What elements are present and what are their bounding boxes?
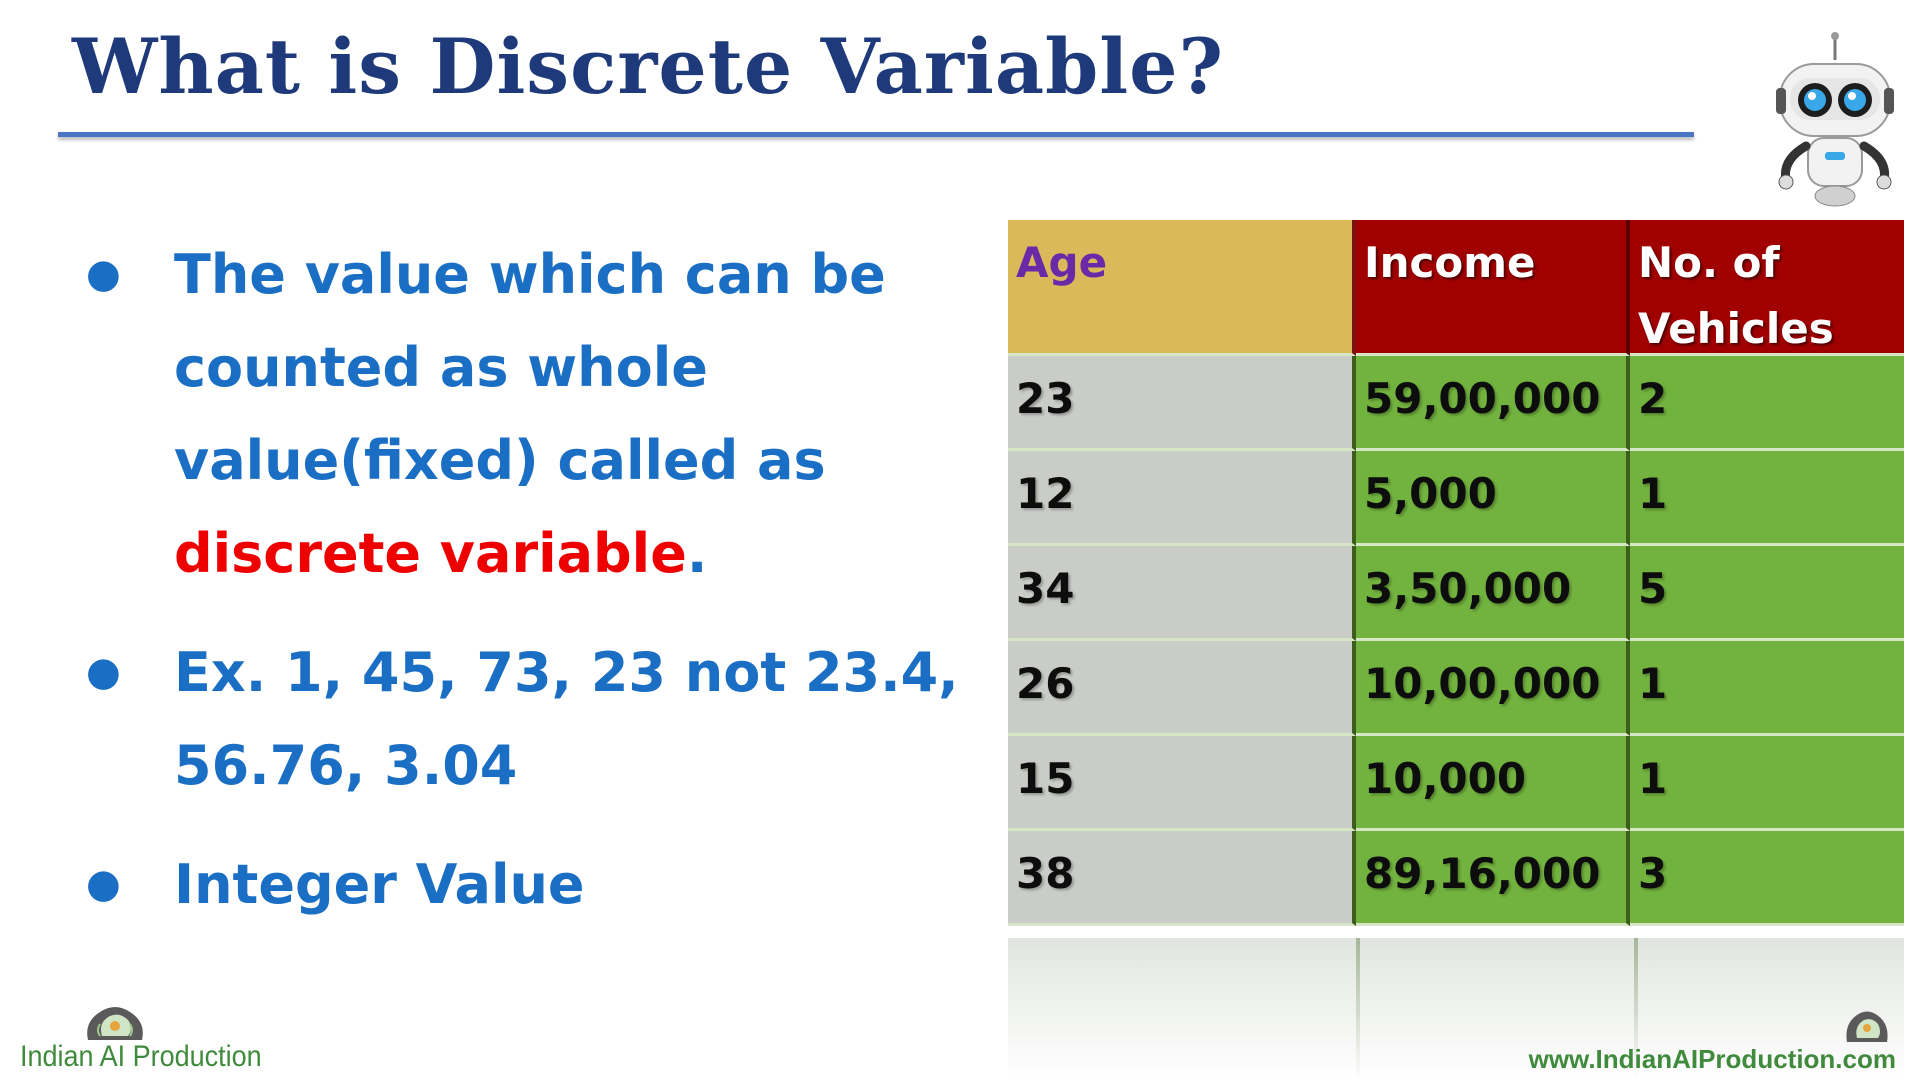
header-age: Age bbox=[1008, 220, 1356, 356]
cell-vehicles: 1 bbox=[1630, 451, 1904, 546]
slide-title: What is Discrete Variable? bbox=[72, 22, 1224, 111]
cell-income: 3,50,000 bbox=[1356, 546, 1630, 641]
definition-tail: . bbox=[686, 522, 708, 585]
table-reflection bbox=[1008, 938, 1904, 1080]
header-vehicles: No. of Vehicles bbox=[1630, 220, 1904, 356]
data-table: Age Income No. of Vehicles 23 59,00,000 … bbox=[1008, 220, 1904, 926]
robot-icon bbox=[1776, 32, 1894, 207]
reflection-divider bbox=[1634, 938, 1638, 1080]
table-row: 26 10,00,000 1 bbox=[1008, 641, 1904, 736]
bullet-marker: ● bbox=[86, 649, 121, 695]
table-row: 34 3,50,000 5 bbox=[1008, 546, 1904, 641]
cell-income: 10,000 bbox=[1356, 736, 1630, 831]
bullet-marker: ● bbox=[86, 861, 121, 907]
table-row: 12 5,000 1 bbox=[1008, 451, 1904, 546]
cell-age: 15 bbox=[1008, 736, 1356, 831]
cell-vehicles: 2 bbox=[1630, 356, 1904, 451]
cell-income: 89,16,000 bbox=[1356, 831, 1630, 926]
bullet-integer: ● Integer Value bbox=[80, 838, 980, 931]
brain-logo-icon bbox=[87, 1007, 143, 1040]
definition-text: The value which can be counted as whole … bbox=[174, 243, 886, 492]
brain-logo-icon bbox=[1846, 1011, 1888, 1042]
bullet-definition: ● The value which can be counted as whol… bbox=[80, 228, 980, 600]
header-income: Income bbox=[1356, 220, 1630, 356]
cell-income: 10,00,000 bbox=[1356, 641, 1630, 736]
website-url: www.IndianAIProduction.com bbox=[1528, 1044, 1896, 1074]
reflection-divider bbox=[1356, 938, 1360, 1080]
definition-highlight: discrete variable bbox=[174, 522, 687, 585]
cell-vehicles: 1 bbox=[1630, 736, 1904, 831]
cell-age: 38 bbox=[1008, 831, 1356, 926]
bullet-list: ● The value which can be counted as whol… bbox=[80, 228, 980, 957]
cell-age: 34 bbox=[1008, 546, 1356, 641]
table-header-row: Age Income No. of Vehicles bbox=[1008, 220, 1904, 356]
cell-vehicles: 3 bbox=[1630, 831, 1904, 926]
brand-name: Indian AI Production bbox=[20, 1040, 262, 1073]
title-underline bbox=[58, 132, 1694, 137]
integer-text: Integer Value bbox=[174, 853, 585, 916]
brand-logo: Indian AI Production bbox=[20, 1002, 280, 1078]
cell-vehicles: 1 bbox=[1630, 641, 1904, 736]
bullet-marker: ● bbox=[86, 251, 121, 297]
table-row: 15 10,000 1 bbox=[1008, 736, 1904, 831]
cell-age: 23 bbox=[1008, 356, 1356, 451]
examples-text: Ex. 1, 45, 73, 23 not 23.4, 56.76, 3.04 bbox=[174, 641, 959, 797]
table-row: 23 59,00,000 2 bbox=[1008, 356, 1904, 451]
cell-vehicles: 5 bbox=[1630, 546, 1904, 641]
cell-age: 26 bbox=[1008, 641, 1356, 736]
table-row: 38 89,16,000 3 bbox=[1008, 831, 1904, 926]
cell-income: 59,00,000 bbox=[1356, 356, 1630, 451]
cell-age: 12 bbox=[1008, 451, 1356, 546]
bullet-examples: ● Ex. 1, 45, 73, 23 not 23.4, 56.76, 3.0… bbox=[80, 626, 980, 812]
cell-income: 5,000 bbox=[1356, 451, 1630, 546]
